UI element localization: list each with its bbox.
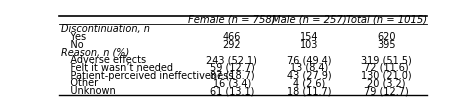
Text: 243 (52.1): 243 (52.1) xyxy=(207,55,257,65)
Text: Total (n = 1015): Total (n = 1015) xyxy=(346,15,427,25)
Text: Other: Other xyxy=(61,78,98,88)
Text: 154: 154 xyxy=(300,32,319,42)
Text: 466: 466 xyxy=(223,32,241,42)
Text: Yes: Yes xyxy=(61,32,86,42)
Text: 13 (8.4): 13 (8.4) xyxy=(290,63,328,73)
Text: 61 (13.1): 61 (13.1) xyxy=(210,86,254,96)
Text: 130 (21.0): 130 (21.0) xyxy=(361,71,411,81)
Text: Male (n = 257): Male (n = 257) xyxy=(272,15,346,25)
Text: 20 (3.2): 20 (3.2) xyxy=(367,78,405,88)
Text: 79 (12.7): 79 (12.7) xyxy=(364,86,409,96)
Text: Felt it wasn’t needed: Felt it wasn’t needed xyxy=(61,63,173,73)
Text: Unknown: Unknown xyxy=(61,86,116,96)
Text: 395: 395 xyxy=(377,40,395,50)
Text: 43 (27.9): 43 (27.9) xyxy=(287,71,331,81)
Text: Adverse effects: Adverse effects xyxy=(61,55,146,65)
Text: Female (n = 758): Female (n = 758) xyxy=(188,15,276,25)
Text: 76 (49.4): 76 (49.4) xyxy=(287,55,331,65)
Text: 16 (3.4): 16 (3.4) xyxy=(213,78,251,88)
Text: 103: 103 xyxy=(300,40,318,50)
Text: Patient-perceived ineffectiveness: Patient-perceived ineffectiveness xyxy=(61,71,234,81)
Text: 292: 292 xyxy=(223,40,241,50)
Text: 87 (18.7): 87 (18.7) xyxy=(210,71,254,81)
Text: No: No xyxy=(61,40,84,50)
Text: 59 (12.7): 59 (12.7) xyxy=(210,63,254,73)
Text: 620: 620 xyxy=(377,32,395,42)
Text: 319 (51.5): 319 (51.5) xyxy=(361,55,411,65)
Text: Reason, n (%): Reason, n (%) xyxy=(61,47,129,57)
Text: 4 (2.6): 4 (2.6) xyxy=(293,78,325,88)
Text: 72 (11.6): 72 (11.6) xyxy=(364,63,409,73)
Text: 18 (11.7): 18 (11.7) xyxy=(287,86,331,96)
Text: Discontinuation, n: Discontinuation, n xyxy=(61,24,150,34)
